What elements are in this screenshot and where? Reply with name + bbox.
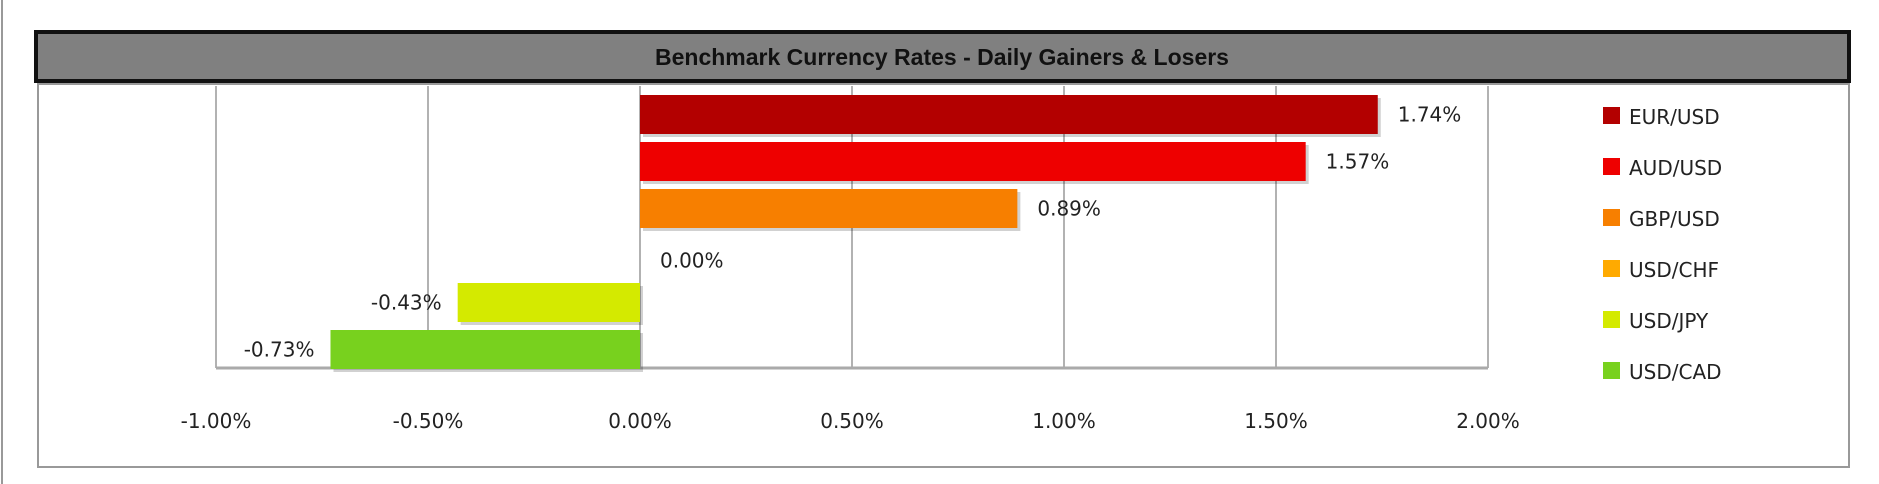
legend-swatch (1603, 260, 1620, 277)
data-label: 0.00% (660, 249, 724, 273)
x-tick-label: 1.50% (1244, 409, 1308, 433)
title-bar (34, 30, 1851, 83)
legend-swatch (1603, 158, 1620, 175)
x-axis-ticks: -1.00% -0.50% 0.00% 0.50% 1.00% 1.50% 2.00% (181, 409, 1520, 433)
legend-swatch (1603, 311, 1620, 328)
bar-aud-usd (640, 142, 1306, 181)
legend-swatch (1603, 107, 1620, 124)
x-tick-label: -1.00% (181, 409, 252, 433)
data-label: 1.57% (1326, 150, 1390, 174)
legend-label: USD/CHF (1629, 258, 1719, 282)
data-label: -0.73% (244, 338, 315, 362)
x-tick-label: 1.00% (1032, 409, 1096, 433)
bar-eur-usd (640, 95, 1378, 134)
legend-label: EUR/USD (1629, 105, 1720, 129)
x-tick-label: 0.00% (608, 409, 672, 433)
x-tick-label: 2.00% (1456, 409, 1520, 433)
data-label: -0.43% (371, 291, 442, 315)
legend-swatch (1603, 362, 1620, 379)
x-tick-label: -0.50% (393, 409, 464, 433)
bar-usd-jpy (457, 283, 640, 322)
legend-swatch (1603, 209, 1620, 226)
chart-frame (37, 83, 1850, 468)
x-tick-label: 0.50% (820, 409, 884, 433)
legend-label: AUD/USD (1629, 156, 1722, 180)
legend-label: USD/CAD (1629, 360, 1722, 384)
bar-gbp-usd (640, 189, 1018, 228)
legend: EUR/USD AUD/USD GBP/USD USD/CHF USD/JPY USD/C… (1603, 105, 1722, 384)
bar-usd-cad (330, 330, 640, 369)
chart-title: Benchmark Currency Rates - Daily Gainers… (655, 44, 1229, 70)
bars: 1.74% 1.57% 0.89% 0.00% -0.43% -0.73% (244, 95, 1462, 372)
legend-label: USD/JPY (1629, 309, 1709, 333)
data-label: 1.74% (1398, 103, 1462, 127)
legend-label: GBP/USD (1629, 207, 1720, 231)
data-label: 0.89% (1037, 197, 1101, 221)
